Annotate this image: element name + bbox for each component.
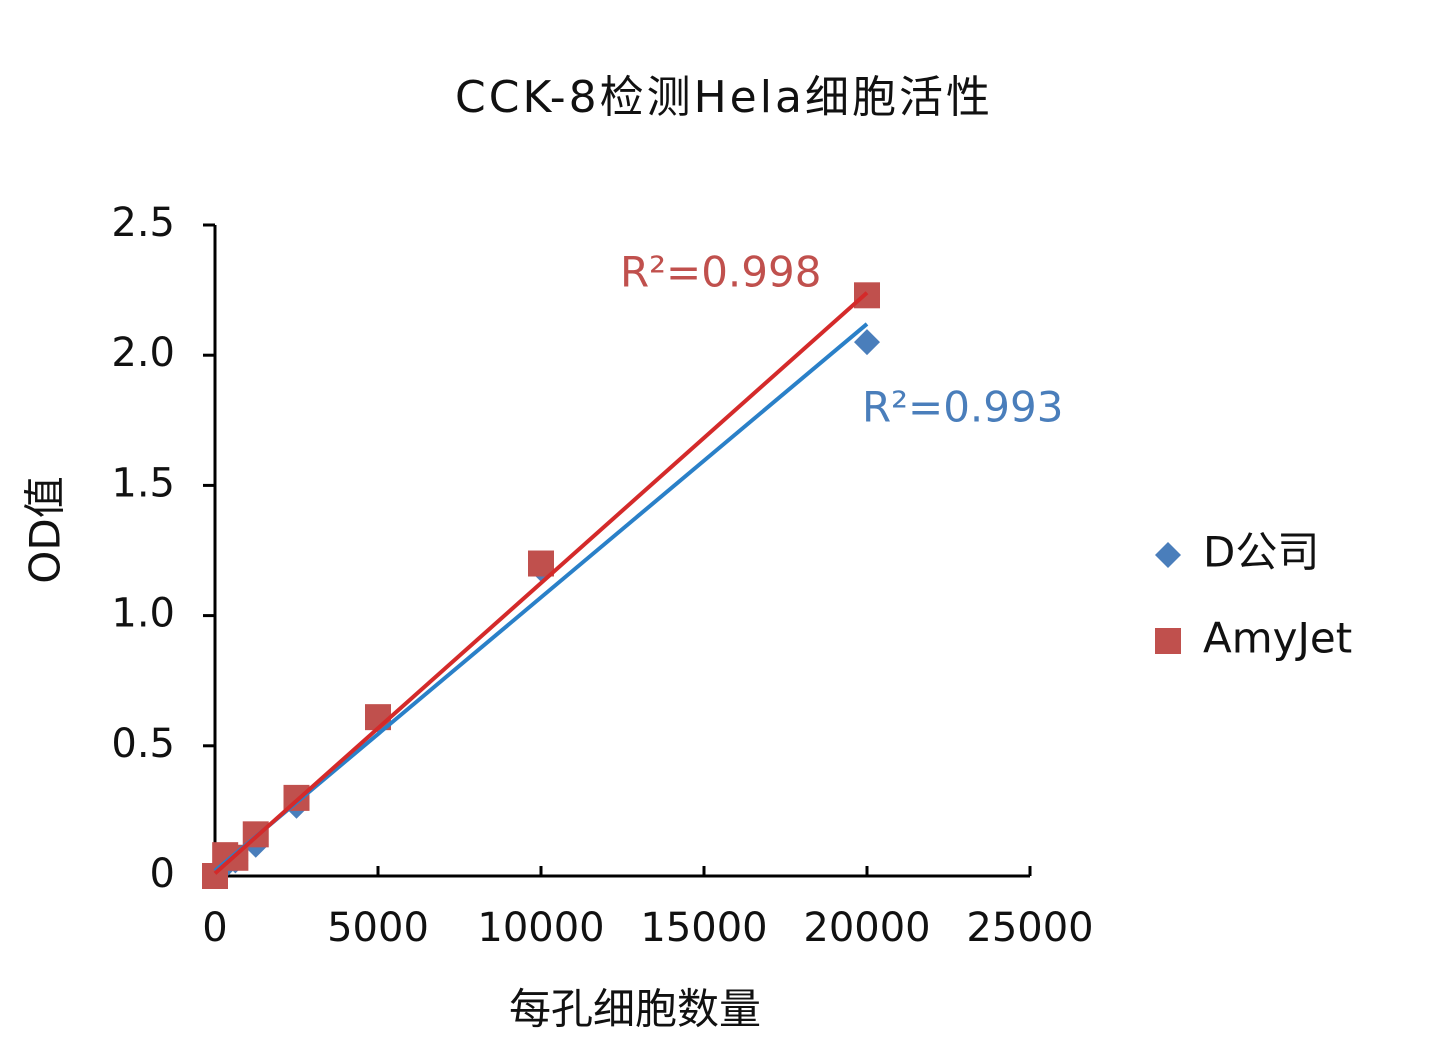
x-tick-label: 15000: [640, 905, 767, 951]
y-tick-label: 2.5: [111, 200, 175, 246]
legend-marker: [1155, 628, 1181, 654]
x-tick-label: 0: [202, 905, 227, 951]
data-point: [528, 550, 554, 577]
x-tick-label: 20000: [803, 905, 930, 951]
trend-line: [213, 291, 869, 875]
annotation: R²=0.998: [620, 248, 821, 297]
y-axis-label: OD值: [21, 476, 70, 583]
y-tick-label: 2.0: [111, 330, 175, 376]
chart-title: CCK-8检测Hela细胞活性: [455, 72, 993, 123]
legend-label: D公司: [1203, 528, 1319, 577]
data-point: [854, 329, 880, 356]
trend-line: [213, 322, 869, 873]
legend-marker: [1155, 542, 1181, 568]
y-tick-label: 0.5: [111, 721, 175, 767]
annotation: R²=0.993: [862, 383, 1063, 432]
x-axis-label: 每孔细胞数量: [509, 985, 761, 1034]
y-tick-label: 1.0: [111, 591, 175, 637]
y-tick-label: 1.5: [111, 460, 175, 506]
y-tick-label: 0: [150, 851, 175, 897]
x-tick-label: 25000: [966, 905, 1093, 951]
x-tick-label: 5000: [327, 905, 429, 951]
legend-label: AmyJet: [1203, 614, 1352, 663]
x-tick-label: 10000: [477, 905, 604, 951]
